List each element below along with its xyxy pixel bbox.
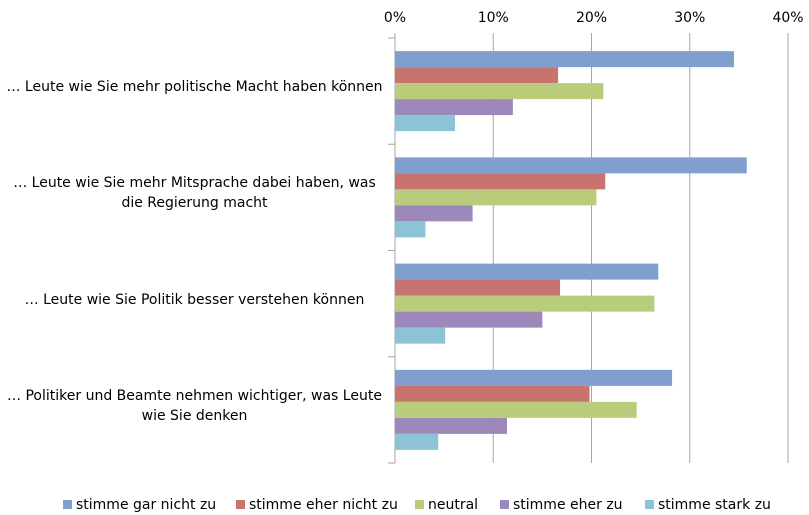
legend-label: stimme gar nicht zu: [76, 497, 216, 513]
bar: [395, 433, 439, 450]
y-tick-label: … Leute wie Sie Politik besser verstehen…: [24, 291, 365, 308]
x-tick-label: 10%: [478, 10, 509, 26]
bar: [395, 221, 426, 238]
bar: [395, 417, 508, 434]
bar: [395, 189, 597, 206]
y-tick-label: … Leute wie Sie mehr politische Macht ha…: [6, 79, 383, 96]
bar: [395, 385, 590, 402]
bar: [395, 205, 473, 222]
legend-swatch: [415, 500, 424, 509]
bar: [395, 115, 455, 132]
bar: [395, 327, 446, 344]
y-tick-label: … Leute wie Sie mehr Mitsprache dabei ha…: [13, 175, 376, 212]
bar: [395, 295, 655, 312]
legend-label: stimme stark zu: [658, 497, 771, 513]
legend-swatch: [63, 500, 72, 509]
bar: [395, 263, 659, 280]
legend-label: stimme eher zu: [513, 497, 623, 513]
bar: [395, 51, 734, 68]
bar: [395, 83, 604, 100]
x-tick-label: 40%: [772, 10, 803, 26]
y-tick-label: … Politiker und Beamte nehmen wichtiger,…: [7, 387, 382, 424]
bar: [395, 67, 559, 84]
legend-swatch: [236, 500, 245, 509]
bar: [395, 311, 543, 328]
x-tick-label: 20%: [576, 10, 607, 26]
bar: [395, 279, 561, 296]
bar: [395, 173, 606, 190]
legend-label: neutral: [428, 497, 478, 513]
legend-label: stimme eher nicht zu: [249, 497, 398, 513]
x-tick-label: 0%: [384, 10, 406, 26]
bar: [395, 401, 637, 418]
legend-swatch: [500, 500, 509, 509]
bar: [395, 99, 513, 116]
bar: [395, 369, 673, 386]
x-tick-label: 30%: [674, 10, 705, 26]
legend-swatch: [645, 500, 654, 509]
bar: [395, 157, 747, 174]
